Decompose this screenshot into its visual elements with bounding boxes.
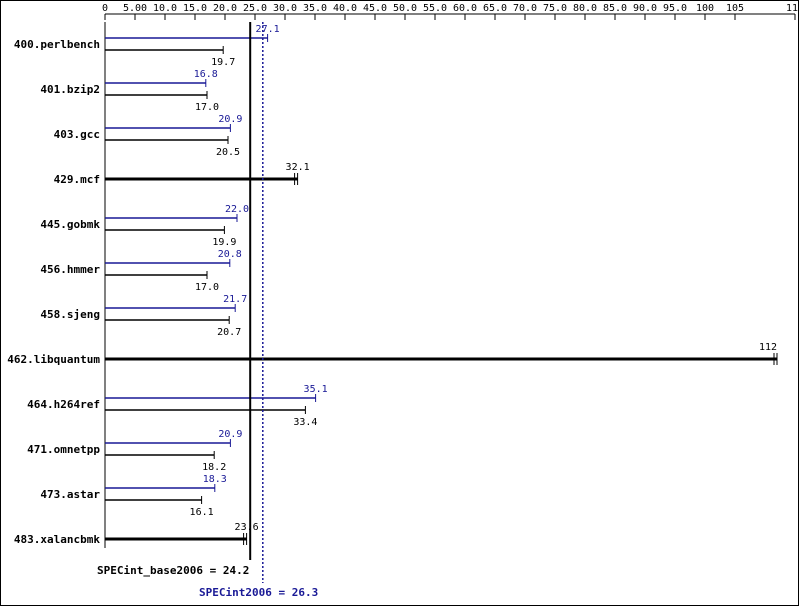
category-label: 403.gcc — [54, 128, 100, 141]
x-tick-label: 115 — [786, 3, 799, 14]
x-tick-label: 95.0 — [663, 3, 687, 14]
x-tick-label: 45.0 — [363, 3, 387, 14]
x-tick-label: 20.0 — [213, 3, 237, 14]
x-tick-label: 60.0 — [453, 3, 477, 14]
data-label-base: 20.7 — [217, 327, 241, 338]
category-label: 458.sjeng — [40, 308, 100, 321]
x-tick-label: 70.0 — [513, 3, 537, 14]
data-label-base: 17.0 — [195, 282, 219, 293]
x-tick-label: 85.0 — [603, 3, 627, 14]
data-label-peak: 27.1 — [256, 24, 280, 35]
data-label-peak: 20.9 — [218, 429, 242, 440]
category-label: 471.omnetpp — [27, 443, 100, 456]
data-label-peak: 22.0 — [225, 204, 249, 215]
data-label-peak: 21.7 — [223, 294, 247, 305]
data-label-combined: 112 — [759, 342, 777, 353]
x-tick-label: 35.0 — [303, 3, 327, 14]
x-tick-label: 105 — [726, 3, 744, 14]
data-label-base: 16.1 — [190, 507, 214, 518]
category-label: 445.gobmk — [40, 218, 100, 231]
x-tick-label: 15.0 — [183, 3, 207, 14]
x-tick-label: 100 — [696, 3, 714, 14]
data-label-base: 19.9 — [212, 237, 236, 248]
data-label-peak: 20.9 — [218, 114, 242, 125]
summary-base-label: SPECint_base2006 = 24.2 — [97, 564, 249, 577]
data-label-peak: 20.8 — [218, 249, 242, 260]
data-label-peak: 35.1 — [304, 384, 328, 395]
x-tick-label: 65.0 — [483, 3, 507, 14]
category-label: 429.mcf — [54, 173, 100, 186]
data-label-base: 18.2 — [202, 462, 226, 473]
category-label: 456.hmmer — [40, 263, 100, 276]
x-tick-label: 40.0 — [333, 3, 357, 14]
x-tick-label: 80.0 — [573, 3, 597, 14]
data-label-peak: 16.8 — [194, 69, 218, 80]
data-label-base: 17.0 — [195, 102, 219, 113]
x-tick-label: 30.0 — [273, 3, 297, 14]
x-tick-label: 55.0 — [423, 3, 447, 14]
x-tick-label: 90.0 — [633, 3, 657, 14]
summary-peak-label: SPECint2006 = 26.3 — [199, 586, 318, 599]
summary-layer: SPECint_base2006 = 24.2 SPECint2006 = 26… — [97, 22, 318, 599]
category-label: 401.bzip2 — [40, 83, 100, 96]
data-label-base: 20.5 — [216, 147, 240, 158]
x-tick-label: 25.0 — [243, 3, 267, 14]
x-tick-label: 5.00 — [123, 3, 147, 14]
data-label-combined: 32.1 — [286, 162, 310, 173]
x-tick-label: 10.0 — [153, 3, 177, 14]
x-axis: 0 5.00 10.0 15.0 20.0 25.0 30.0 35.0 40.0 45.0 50.… — [102, 3, 799, 548]
data-label-base: 33.4 — [293, 417, 317, 428]
x-tick-label: 0 — [102, 3, 108, 14]
bars-layer: 400.perlbench 27.1 19.7 401.bzip2 16.8 17.0 40… — [7, 24, 778, 546]
category-label: 473.astar — [40, 488, 100, 501]
category-label: 464.h264ref — [27, 398, 100, 411]
data-label-combined: 23.6 — [235, 522, 259, 533]
category-label: 483.xalancbmk — [14, 533, 100, 546]
category-label: 462.libquantum — [7, 353, 100, 366]
data-label-base: 19.7 — [211, 57, 235, 68]
data-label-peak: 18.3 — [203, 474, 227, 485]
category-label: 400.perlbench — [14, 38, 100, 51]
x-tick-label: 75.0 — [543, 3, 567, 14]
x-tick-label: 50.0 — [393, 3, 417, 14]
